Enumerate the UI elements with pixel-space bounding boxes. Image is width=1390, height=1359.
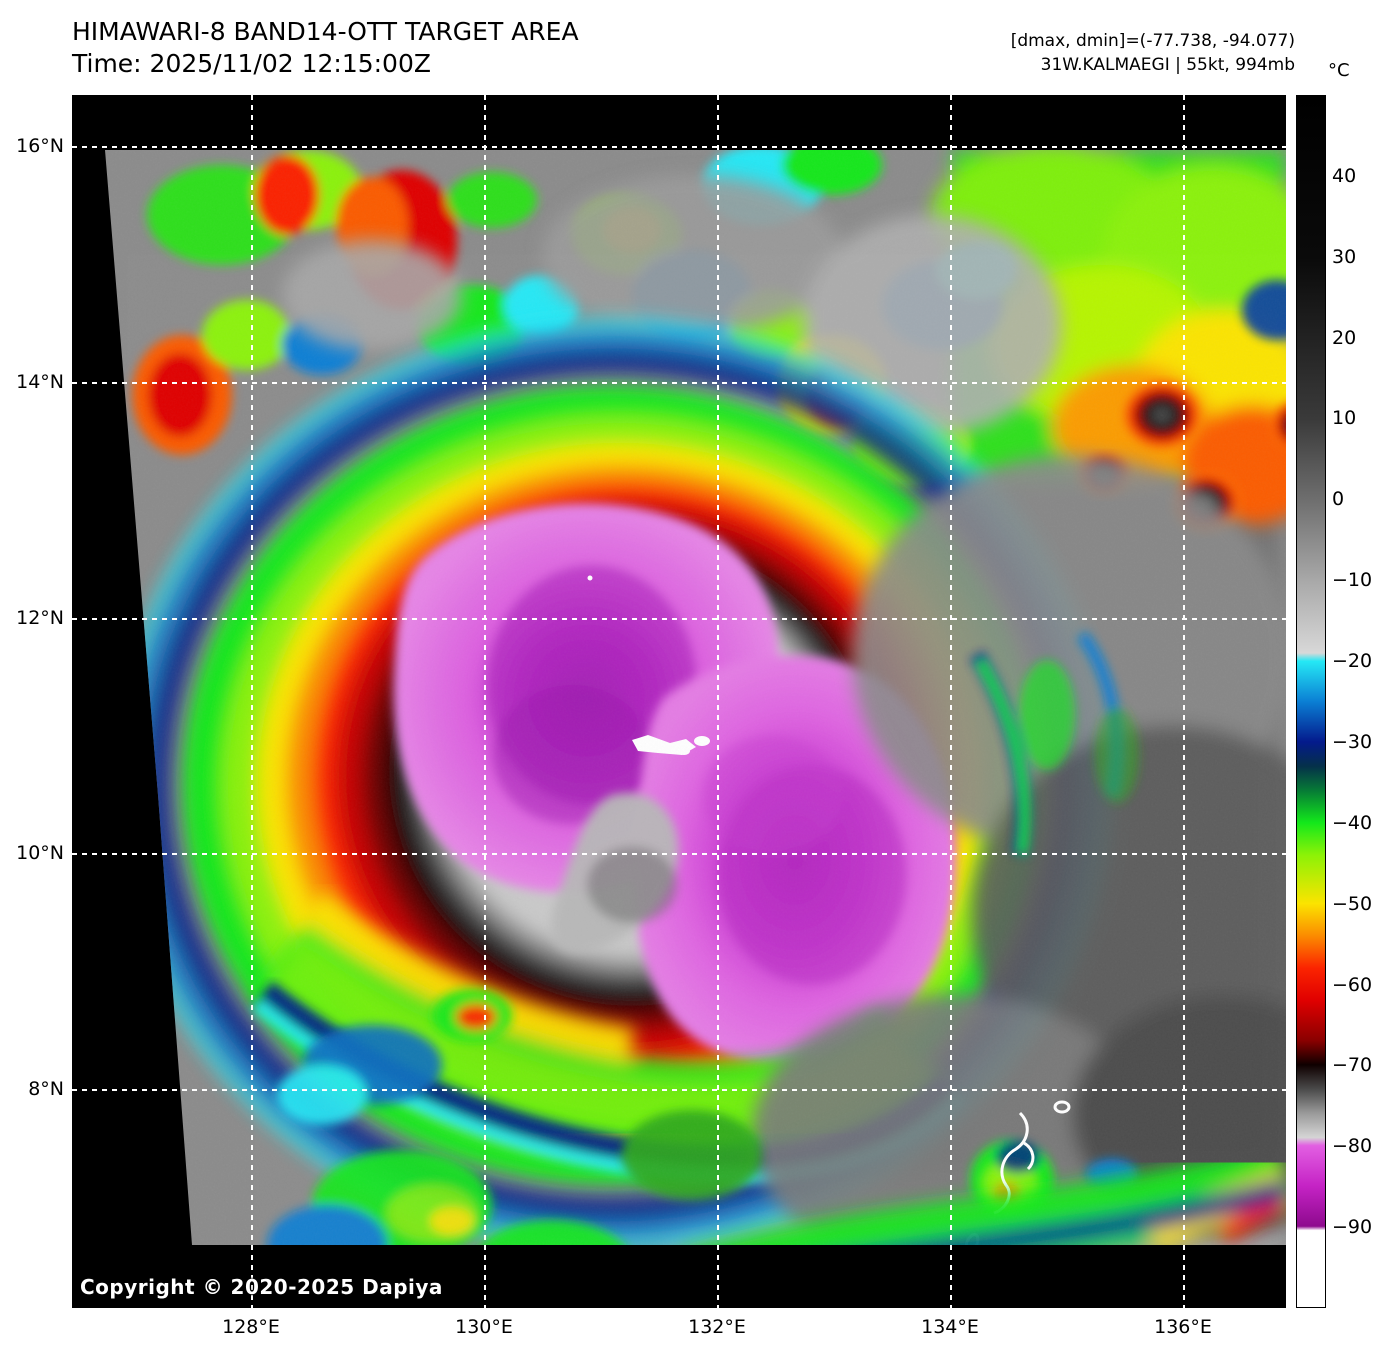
colorbar-tick-neg50: −50	[1332, 892, 1373, 915]
colorbar-tick-neg70: −70	[1332, 1054, 1373, 1077]
colorbar-tick-neg60: −60	[1332, 973, 1373, 996]
colorbar-tick-neg20: −20	[1332, 650, 1373, 673]
dminmax-label: [dmax, dmin]=(-77.738, -94.077)	[1010, 31, 1295, 51]
page-title: HIMAWARI-8 BAND14-OTT TARGET AREA Time: …	[72, 16, 579, 80]
xtick-label-136e: 136°E	[1154, 1316, 1212, 1338]
colorbar-gradient	[1297, 96, 1325, 1307]
copyright-notice: Copyright © 2020-2025 Dapiya	[80, 1275, 443, 1299]
time-line: Time: 2025/11/02 12:15:00Z	[72, 49, 431, 78]
infrared-imagery	[72, 95, 1286, 1308]
colorbar-tick-30: 30	[1332, 245, 1357, 268]
colorbar-tick-20: 20	[1332, 326, 1357, 349]
colorbar-tick-40: 40	[1332, 164, 1357, 187]
colorbar-unit-label: °C	[1328, 60, 1350, 81]
xtick-label-128e: 128°E	[222, 1316, 280, 1338]
ytick-label-16n: 16°N	[16, 135, 64, 157]
colorbar-tick-neg90: −90	[1332, 1216, 1373, 1239]
colorbar-tick-neg80: −80	[1332, 1135, 1373, 1158]
xtick-label-132e: 132°E	[688, 1316, 746, 1338]
title-line: HIMAWARI-8 BAND14-OTT TARGET AREA	[72, 17, 579, 46]
colorbar-tick-0: 0	[1332, 488, 1345, 511]
satellite-plot[interactable]	[72, 95, 1286, 1308]
ytick-label-10n: 10°N	[16, 842, 64, 864]
xtick-label-130e: 130°E	[455, 1316, 513, 1338]
storm-label: 31W.KALMAEGI | 55kt, 994mb	[1040, 55, 1295, 75]
colorbar-tick-neg40: −40	[1332, 811, 1373, 834]
xtick-label-134e: 134°E	[921, 1316, 979, 1338]
ytick-label-8n: 8°N	[28, 1078, 64, 1100]
colorbar-tick-neg10: −10	[1332, 569, 1373, 592]
metadata-block: [dmax, dmin]=(-77.738, -94.077) 31W.KALM…	[1011, 29, 1295, 77]
colorbar-tick-neg30: −30	[1332, 730, 1373, 753]
ytick-label-12n: 12°N	[16, 607, 64, 629]
ytick-label-14n: 14°N	[16, 371, 64, 393]
colorbar-tick-10: 10	[1332, 407, 1357, 430]
colorbar[interactable]	[1296, 95, 1326, 1308]
